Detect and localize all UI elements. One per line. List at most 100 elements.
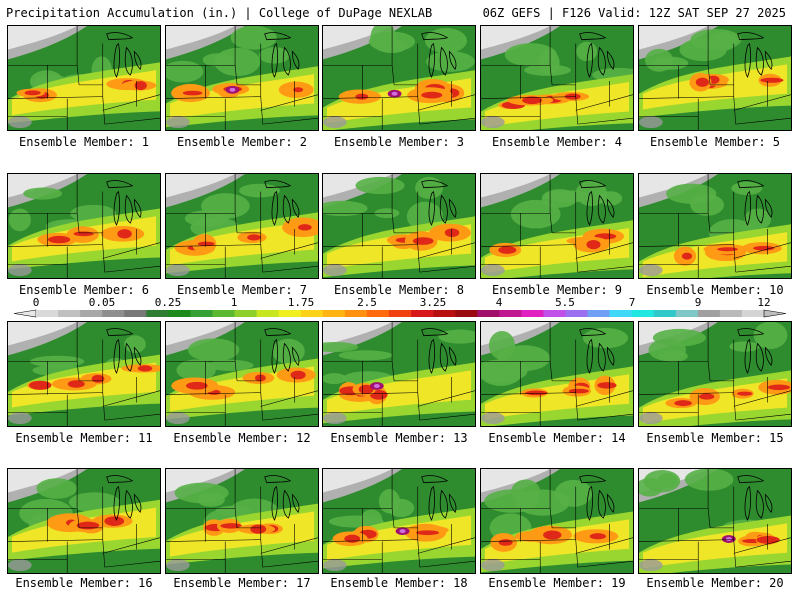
colorbar-label: 7 bbox=[629, 296, 636, 309]
colorbar-swatch bbox=[256, 310, 279, 317]
member-caption: Ensemble Member: 3 bbox=[333, 135, 465, 149]
member-caption: Ensemble Member: 9 bbox=[491, 283, 623, 297]
colorbar-label: 5.5 bbox=[555, 296, 575, 309]
colorbar-swatch bbox=[58, 310, 81, 317]
member-map bbox=[480, 321, 634, 427]
precip-map bbox=[322, 321, 476, 427]
precip-map bbox=[165, 25, 319, 131]
colorbar-label: 0.25 bbox=[155, 296, 182, 309]
chart-title: Precipitation Accumulation (in.) | Colle… bbox=[6, 6, 433, 20]
colorbar-swatch bbox=[102, 310, 125, 317]
colorbar-arrow-high bbox=[763, 309, 787, 318]
colorbar-swatch bbox=[631, 310, 654, 317]
member-caption: Ensemble Member: 7 bbox=[176, 283, 308, 297]
precip-map bbox=[480, 321, 634, 427]
run-info: 06Z GEFS | F126 Valid: 12Z SAT SEP 27 20… bbox=[482, 6, 786, 20]
colorbar-swatch bbox=[190, 310, 213, 317]
colorbar-swatch bbox=[609, 310, 632, 317]
member-caption: Ensemble Member: 20 bbox=[646, 576, 784, 590]
member-map bbox=[7, 321, 161, 427]
member-map bbox=[480, 468, 634, 574]
precip-map bbox=[165, 468, 319, 574]
colorbar-swatch bbox=[388, 310, 412, 317]
member-caption: Ensemble Member: 18 bbox=[330, 576, 468, 590]
colorbar: 0 0.05 0.25 1 1.75 2.5 3.25 4 5.5 7 9 12 bbox=[13, 296, 787, 318]
colorbar-swatch bbox=[344, 310, 368, 317]
member-caption: Ensemble Member: 16 bbox=[15, 576, 153, 590]
member-caption: Ensemble Member: 4 bbox=[491, 135, 623, 149]
colorbar-label: 9 bbox=[695, 296, 702, 309]
colorbar-label: 12 bbox=[757, 296, 770, 309]
member-map bbox=[638, 468, 792, 574]
colorbar-swatch bbox=[146, 310, 169, 317]
colorbar-swatch bbox=[322, 310, 346, 317]
member-map bbox=[7, 468, 161, 574]
colorbar-swatch bbox=[168, 310, 191, 317]
member-map bbox=[322, 321, 476, 427]
colorbar-swatch bbox=[741, 310, 765, 317]
member-caption: Ensemble Member: 5 bbox=[649, 135, 781, 149]
colorbar-swatch bbox=[36, 310, 59, 317]
member-caption: Ensemble Member: 2 bbox=[176, 135, 308, 149]
colorbar-label: 0.05 bbox=[89, 296, 116, 309]
colorbar-swatch bbox=[234, 310, 257, 317]
colorbar-swatch bbox=[433, 310, 456, 317]
member-caption: Ensemble Member: 10 bbox=[646, 283, 784, 297]
precip-map bbox=[7, 468, 161, 574]
precip-map bbox=[322, 468, 476, 574]
colorbar-swatch bbox=[278, 310, 302, 317]
member-map bbox=[638, 25, 792, 131]
member-map bbox=[322, 25, 476, 131]
colorbar-label: 3.25 bbox=[420, 296, 447, 309]
member-caption: Ensemble Member: 19 bbox=[488, 576, 626, 590]
colorbar-swatch bbox=[455, 310, 478, 317]
colorbar-swatch bbox=[587, 310, 610, 317]
member-caption: Ensemble Member: 6 bbox=[18, 283, 150, 297]
colorbar-label: 1.75 bbox=[288, 296, 315, 309]
precip-map bbox=[322, 25, 476, 131]
member-map bbox=[7, 173, 161, 279]
colorbar-swatch bbox=[80, 310, 103, 317]
member-map bbox=[165, 468, 319, 574]
colorbar-swatch bbox=[675, 310, 699, 317]
colorbar-arrow-low bbox=[13, 309, 37, 318]
colorbar-swatch bbox=[366, 310, 390, 317]
member-map bbox=[165, 321, 319, 427]
colorbar-swatch bbox=[477, 310, 500, 317]
colorbar-swatch bbox=[300, 310, 324, 317]
member-map bbox=[480, 173, 634, 279]
precip-map bbox=[638, 173, 792, 279]
precip-map bbox=[7, 173, 161, 279]
colorbar-swatch bbox=[543, 310, 566, 317]
colorbar-swatch bbox=[124, 310, 147, 317]
member-map bbox=[638, 321, 792, 427]
colorbar-swatch bbox=[212, 310, 235, 317]
colorbar-swatch bbox=[411, 310, 434, 317]
precip-map bbox=[322, 173, 476, 279]
member-map bbox=[165, 25, 319, 131]
colorbar-label: 1 bbox=[231, 296, 238, 309]
colorbar-label: 4 bbox=[496, 296, 503, 309]
precip-map bbox=[638, 25, 792, 131]
precip-map bbox=[165, 321, 319, 427]
member-map bbox=[638, 173, 792, 279]
colorbar-swatch bbox=[719, 310, 743, 317]
precip-map bbox=[480, 173, 634, 279]
member-map bbox=[480, 25, 634, 131]
colorbar-swatch bbox=[697, 310, 721, 317]
colorbar-swatch bbox=[565, 310, 588, 317]
member-caption: Ensemble Member: 8 bbox=[333, 283, 465, 297]
colorbar-swatch bbox=[521, 310, 544, 317]
precip-map bbox=[7, 321, 161, 427]
member-caption: Ensemble Member: 14 bbox=[488, 431, 626, 445]
member-caption: Ensemble Member: 11 bbox=[15, 431, 153, 445]
member-caption: Ensemble Member: 12 bbox=[173, 431, 311, 445]
member-caption: Ensemble Member: 1 bbox=[18, 135, 150, 149]
colorbar-label: 2.5 bbox=[357, 296, 377, 309]
precip-map bbox=[638, 468, 792, 574]
precip-map bbox=[480, 25, 634, 131]
member-map bbox=[165, 173, 319, 279]
precip-map bbox=[480, 468, 634, 574]
precip-map bbox=[7, 25, 161, 131]
colorbar-swatch bbox=[653, 310, 677, 317]
